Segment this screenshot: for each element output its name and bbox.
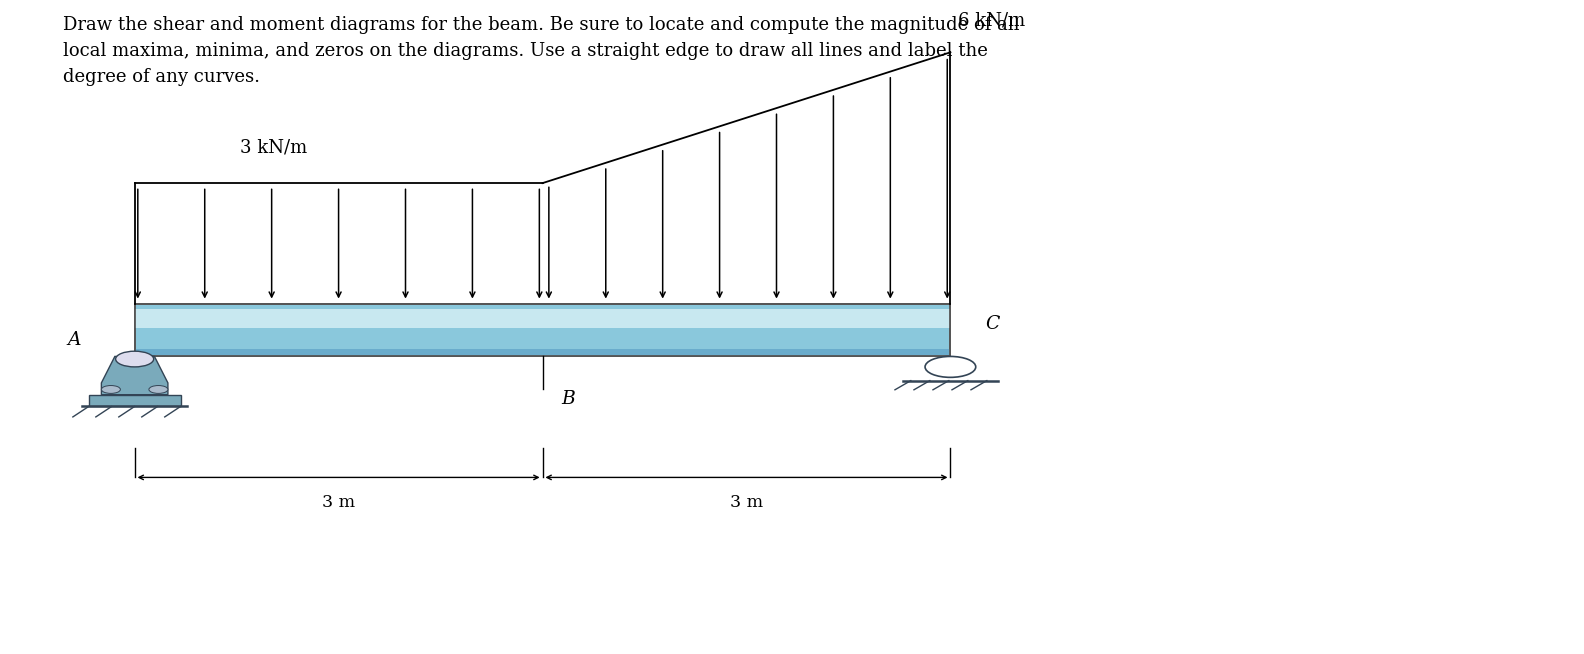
Text: Draw the shear and moment diagrams for the beam. Be sure to locate and compute t: Draw the shear and moment diagrams for t… [63, 16, 1020, 86]
Text: C: C [985, 315, 1000, 333]
Bar [135, 304, 950, 356]
Bar [135, 309, 950, 328]
Text: A: A [68, 331, 81, 349]
Text: 3 m: 3 m [730, 494, 763, 511]
Bar [89, 394, 181, 406]
Bar [135, 349, 950, 356]
Circle shape [101, 386, 120, 393]
Polygon shape [101, 356, 168, 394]
Text: 6 kN/m: 6 kN/m [958, 12, 1025, 30]
Text: B: B [562, 390, 575, 408]
Circle shape [149, 386, 168, 393]
Circle shape [925, 356, 976, 377]
Bar [135, 304, 950, 356]
Circle shape [116, 351, 154, 367]
Text: 3 m: 3 m [322, 494, 355, 511]
Text: 3 kN/m: 3 kN/m [239, 138, 307, 156]
